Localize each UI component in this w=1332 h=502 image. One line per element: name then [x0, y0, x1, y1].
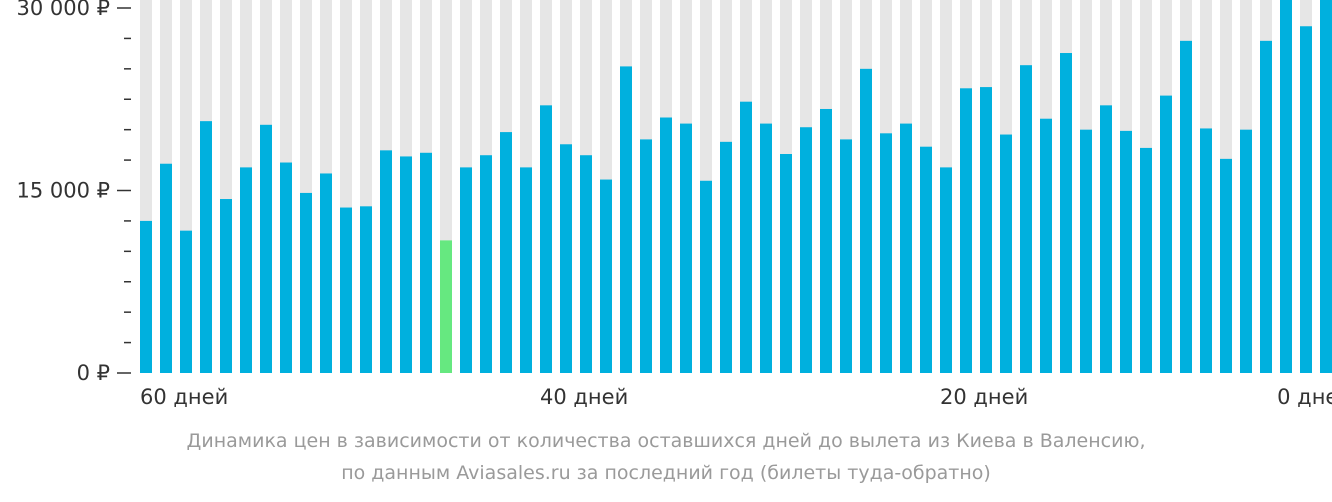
bar — [580, 155, 592, 373]
bar — [1120, 130, 1132, 373]
bar — [1160, 95, 1172, 373]
bar — [600, 179, 612, 373]
bar — [680, 123, 692, 373]
bar — [1280, 0, 1292, 373]
bar — [1240, 129, 1252, 373]
bar — [660, 117, 672, 373]
bar — [900, 123, 912, 373]
bar — [860, 68, 872, 373]
bar — [400, 156, 412, 373]
x-tick-label: 40 дней — [540, 385, 628, 409]
bar — [1200, 128, 1212, 373]
bar — [1040, 118, 1052, 373]
bar — [300, 192, 312, 373]
bar — [200, 121, 212, 374]
bar — [840, 139, 852, 373]
x-tick-label: 0 дней — [1277, 385, 1332, 409]
bar — [520, 167, 532, 373]
bar — [1020, 65, 1032, 373]
bar — [740, 101, 752, 373]
bar — [980, 87, 992, 373]
chart-caption-line-2: по данным Aviasales.ru за последний год … — [341, 462, 991, 484]
y-tick-label: 0 ₽ — [77, 361, 110, 385]
bar — [1060, 53, 1072, 374]
bar — [180, 230, 192, 373]
bar — [820, 108, 832, 373]
bar — [420, 152, 432, 373]
bar — [540, 105, 552, 373]
bar — [320, 173, 332, 373]
bar — [380, 150, 392, 373]
bar — [1000, 134, 1012, 373]
bar-cheapest — [440, 240, 452, 373]
bar — [1320, 0, 1332, 373]
bar — [1220, 158, 1232, 373]
bar — [360, 206, 372, 373]
bar — [1080, 129, 1092, 373]
bar — [140, 220, 152, 373]
bar — [480, 155, 492, 373]
bar — [260, 124, 272, 373]
bar — [460, 167, 472, 373]
bar — [1100, 105, 1112, 373]
x-tick-label: 60 дней — [140, 385, 228, 409]
bar — [220, 199, 232, 373]
bar — [1140, 147, 1152, 373]
bar — [720, 141, 732, 373]
bar — [340, 207, 352, 373]
bar — [240, 167, 252, 373]
price-bar-chart: 0 ₽ 15 000 ₽ 30 000 ₽ 60 дней 40 дней 20 дней… — [16, 0, 1332, 409]
bar — [280, 162, 292, 373]
bar — [1300, 26, 1312, 373]
y-tick-label: 30 000 ₽ — [16, 0, 110, 20]
bar — [640, 139, 652, 373]
bar — [760, 123, 772, 373]
bar — [1180, 40, 1192, 373]
bar — [800, 127, 812, 373]
bar — [160, 163, 172, 373]
y-tick-label: 15 000 ₽ — [16, 179, 110, 203]
bar — [960, 88, 972, 374]
bar — [700, 180, 712, 373]
bar — [560, 144, 572, 373]
bar — [500, 132, 512, 373]
bar — [620, 66, 632, 374]
bar — [780, 154, 792, 373]
x-tick-label: 20 дней — [940, 385, 1028, 409]
bar — [1260, 40, 1272, 373]
bar — [940, 167, 952, 373]
bar — [920, 146, 932, 373]
chart-caption-line-1: Динамика цен в зависимости от количества… — [186, 430, 1146, 452]
bar — [880, 133, 892, 373]
